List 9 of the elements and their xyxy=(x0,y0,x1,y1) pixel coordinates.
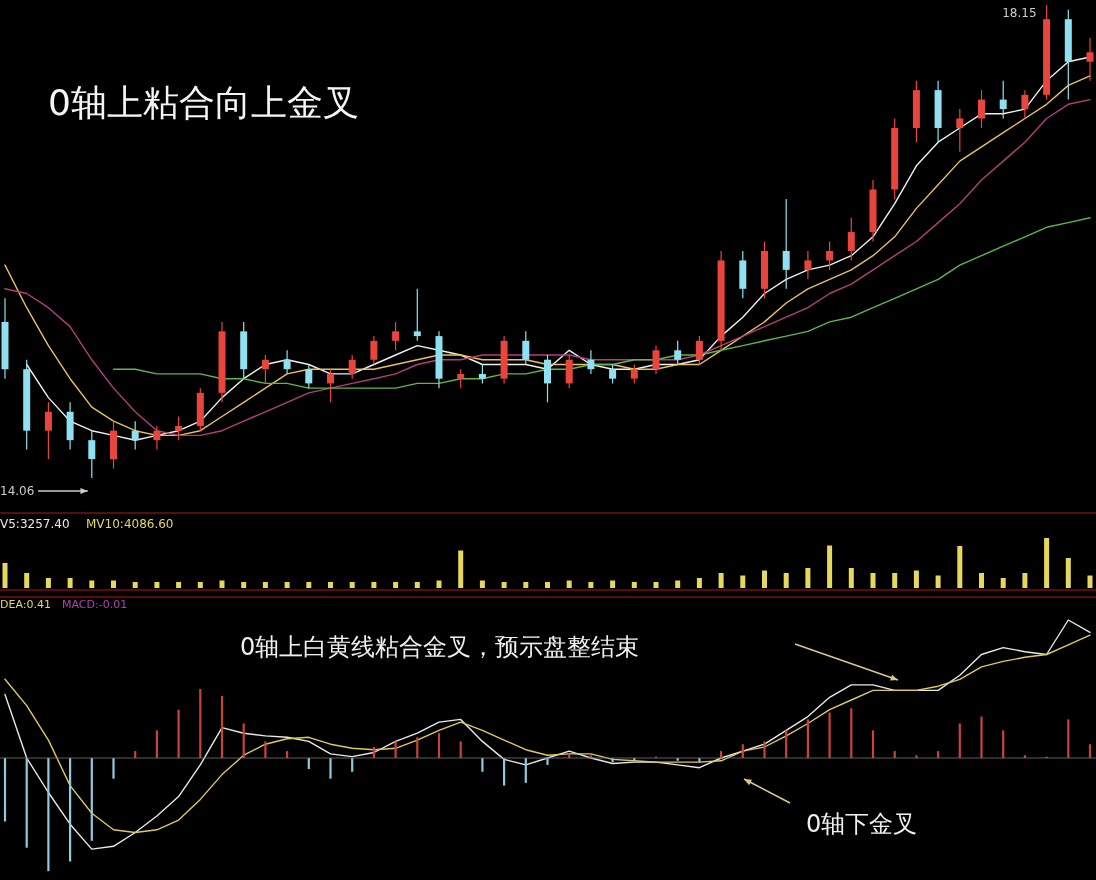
text: V5:3257.40 xyxy=(0,517,70,531)
annotation: 18.15 xyxy=(1002,6,1037,20)
text: MACD:-0.01 xyxy=(62,598,128,611)
text: MV10:4086.60 xyxy=(86,517,174,531)
text: 14.06 xyxy=(0,484,35,498)
text: DEA:0.41 xyxy=(0,598,51,611)
text: 0轴上粘合向上金叉 xyxy=(48,82,359,123)
annotation: 0轴上白黄线粘合金叉，预示盘整结束 xyxy=(240,633,640,661)
annotation: 0轴下金叉 xyxy=(806,810,918,838)
